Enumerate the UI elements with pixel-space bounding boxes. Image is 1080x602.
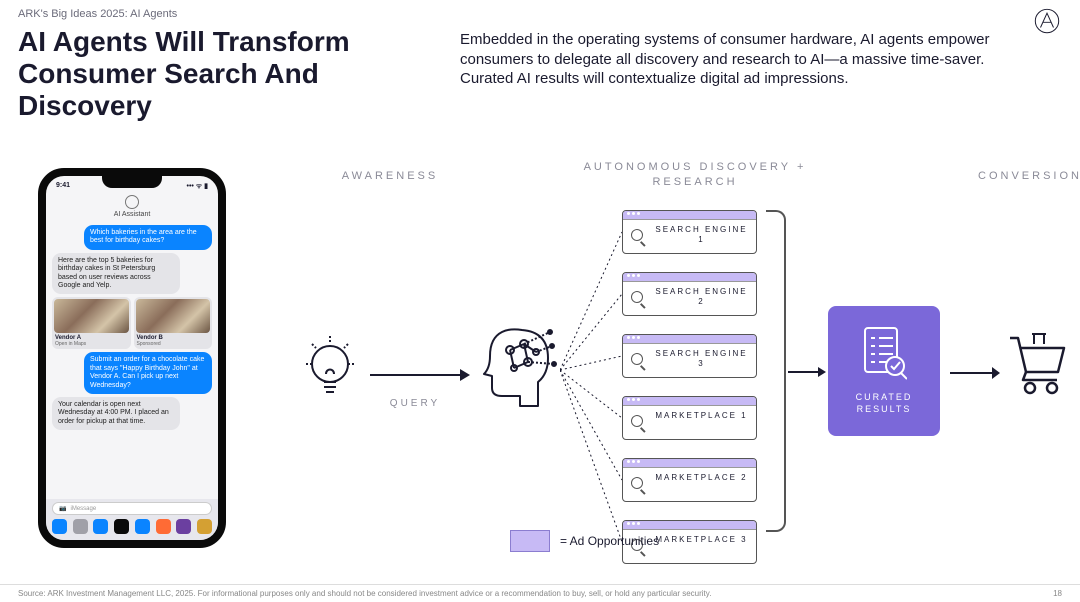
lightbulb-icon [300, 330, 360, 410]
chat-bubble-ai: Here are the top 5 bakeries for birthday… [52, 253, 180, 295]
page-description: Embedded in the operating systems of con… [460, 30, 1020, 89]
legend-swatch [510, 530, 550, 552]
app-icon [176, 519, 191, 534]
message-input[interactable]: 📷 iMessage [52, 502, 212, 515]
footer: Source: ARK Investment Management LLC, 2… [0, 584, 1080, 602]
stage-awareness: AWARENESS [320, 170, 460, 182]
assistant-header: AI Assistant [46, 193, 218, 222]
arrow-icon [950, 365, 1000, 381]
page-number: 18 [1053, 589, 1062, 598]
phone-dock: 📷 iMessage [46, 499, 218, 540]
app-icon [73, 519, 88, 534]
vendor-card: Vendor B Sponsored [134, 297, 213, 349]
app-tray [52, 519, 212, 534]
assistant-logo-icon [125, 195, 139, 209]
chat-bubble-user: Which bakeries in the area are the best … [84, 225, 212, 250]
app-icon [114, 519, 129, 534]
flow-diagram: AWARENESS AUTONOMOUS DISCOVERY + RESEARC… [280, 160, 1060, 560]
assistant-name: AI Assistant [114, 211, 151, 218]
legend-label: = Ad Opportunities [560, 534, 659, 548]
query-label: QUERY [370, 398, 460, 409]
chat-thread: Which bakeries in the area are the best … [46, 225, 218, 430]
arrow-icon [788, 366, 826, 378]
vendor-image [54, 299, 129, 333]
shopping-cart-icon [1008, 330, 1068, 400]
stage-conversion: CONVERSION [960, 170, 1080, 182]
engine-label: MARKETPLACE 2 [653, 473, 750, 483]
phone-signal-icons: ••• ᯤ ▮ [187, 182, 209, 191]
engine-box: SEARCH ENGINE 3 [622, 334, 757, 378]
engine-label: MARKETPLACE 1 [653, 411, 750, 421]
vendor-name: Vendor B [136, 333, 211, 341]
bracket-icon [766, 210, 786, 532]
phone-time: 9:41 [56, 182, 70, 191]
arrow-icon [370, 365, 470, 385]
page-title: AI Agents Will Transform Consumer Search… [18, 26, 398, 123]
ark-logo-icon [1034, 8, 1060, 34]
message-placeholder: iMessage [70, 506, 96, 512]
vendor-sub: Sponsored [136, 341, 211, 347]
engine-box: SEARCH ENGINE 2 [622, 272, 757, 316]
engine-label: SEARCH ENGINE 3 [653, 349, 750, 368]
engine-box: SEARCH ENGINE 1 [622, 210, 757, 254]
vendor-name: Vendor A [54, 333, 129, 341]
phone-mockup: 9:41 ••• ᯤ ▮ AI Assistant Which bakeries… [38, 168, 226, 548]
app-icon [135, 519, 150, 534]
engine-label: SEARCH ENGINE 2 [653, 287, 750, 306]
footer-source: Source: ARK Investment Management LLC, 2… [18, 589, 711, 598]
chat-bubble-user: Submit an order for a chocolate cake tha… [84, 352, 212, 394]
ai-brain-icon [480, 320, 560, 410]
app-icon [52, 519, 67, 534]
curated-results-card: CURATED RESULTS [828, 306, 940, 436]
chat-bubble-ai: Your calendar is open next Wednesday at … [52, 397, 180, 430]
vendor-cards: Vendor A Open in Maps Vendor B Sponsored [52, 297, 212, 349]
search-icon [631, 477, 643, 489]
app-icon [156, 519, 171, 534]
legend: = Ad Opportunities [510, 530, 659, 552]
engine-label: MARKETPLACE 3 [653, 535, 750, 545]
phone-notch [102, 176, 162, 188]
curated-label: CURATED RESULTS [828, 392, 940, 415]
engine-box: MARKETPLACE 1 [622, 396, 757, 440]
app-icon [197, 519, 212, 534]
search-icon [631, 291, 643, 303]
vendor-card: Vendor A Open in Maps [52, 297, 131, 349]
document-check-icon [861, 326, 907, 382]
camera-icon: 📷 [59, 505, 66, 512]
vendor-image [136, 299, 211, 333]
vendor-sub: Open in Maps [54, 341, 129, 347]
fanout-lines [560, 210, 630, 570]
search-icon [631, 415, 643, 427]
engine-box: MARKETPLACE 2 [622, 458, 757, 502]
search-icon [631, 353, 643, 365]
engine-label: SEARCH ENGINE 1 [653, 225, 750, 244]
eyebrow-text: ARK's Big Ideas 2025: AI Agents [18, 8, 177, 20]
search-icon [631, 229, 643, 241]
stage-discovery: AUTONOMOUS DISCOVERY + RESEARCH [580, 160, 810, 191]
app-icon [93, 519, 108, 534]
